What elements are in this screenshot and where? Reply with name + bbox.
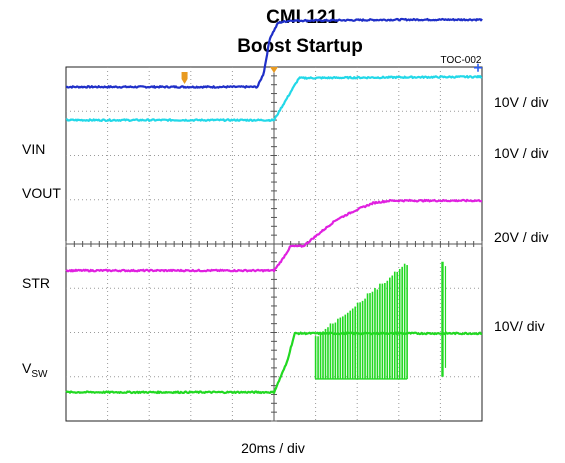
channel-label-vsw: VSW <box>22 360 48 380</box>
channel-label-str: STR <box>22 275 50 291</box>
vsw-switching-burst <box>314 263 408 380</box>
trace-vsw <box>65 331 483 395</box>
trace-vout <box>65 74 483 122</box>
trace-vin <box>65 17 483 89</box>
scale-label-str: 20V / div <box>494 229 548 245</box>
channel-label-vout: VOUT <box>22 185 61 201</box>
scale-label-vin: 10V / div <box>494 94 548 110</box>
scope-grid <box>65 66 483 422</box>
scale-label-vsw: 10V/ div <box>494 318 545 334</box>
time-reference-marker-icon <box>270 67 278 73</box>
channel-label-vin: VIN <box>22 141 45 157</box>
trace-str <box>65 198 483 273</box>
x-axis-label: 20ms / div <box>241 440 305 456</box>
chart-title: CMI 121 <box>266 7 338 28</box>
figure-id: TOC-002 <box>441 55 482 66</box>
chart-subtitle: Boost Startup <box>237 36 363 57</box>
scope-markers <box>181 63 482 84</box>
channel-label-vsw-main: V <box>22 360 32 376</box>
scale-label-vout: 10V / div <box>494 145 548 161</box>
channel-label-vsw-sub: SW <box>31 369 48 380</box>
scope-traces <box>65 17 483 395</box>
trigger-marker-icon <box>181 72 188 84</box>
